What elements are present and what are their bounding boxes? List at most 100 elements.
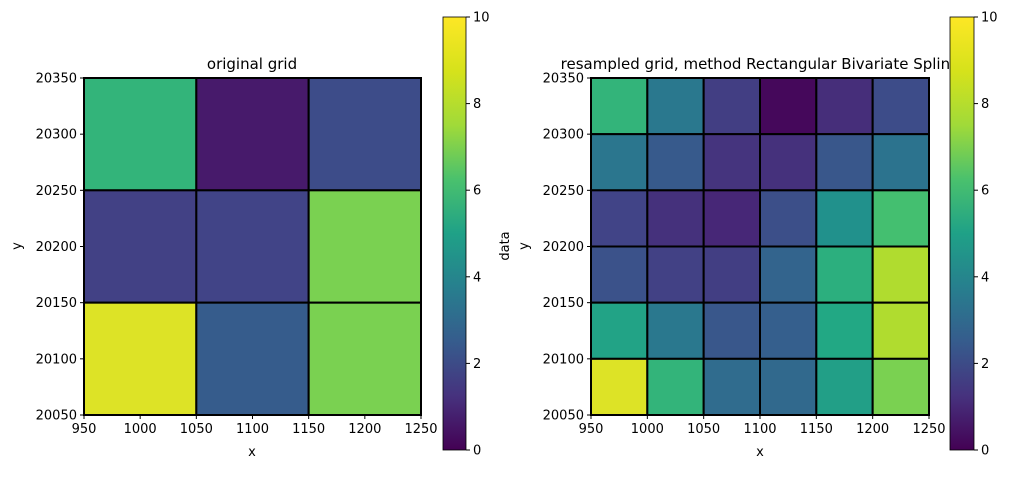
y-tick-label: 20100 bbox=[36, 352, 77, 367]
colorbar-ticks: 0 2 4 6 8 10 bbox=[466, 11, 490, 459]
x-tick-label: 1150 bbox=[292, 422, 325, 437]
colorbar-tick-label: 6 bbox=[473, 184, 481, 199]
heatmap-cell bbox=[871, 189, 931, 248]
colorbar-tick-label: 10 bbox=[473, 11, 490, 26]
heatmap-cell bbox=[815, 189, 874, 248]
y-tick-label: 20150 bbox=[36, 296, 77, 311]
colorbar-original: 0 2 4 6 8 10 data bbox=[442, 11, 513, 459]
heatmap-cell bbox=[590, 357, 649, 417]
heatmap-original: original grid 950 1000 1050 1100 1150 1200 125… bbox=[10, 55, 438, 460]
x-tick-label: 1050 bbox=[180, 422, 213, 437]
heatmap-cell bbox=[759, 301, 818, 360]
y-tick-label: 20200 bbox=[36, 240, 77, 255]
heatmap-cell bbox=[195, 77, 310, 192]
heatmap-cell bbox=[871, 245, 931, 304]
heatmap-cell bbox=[871, 301, 931, 360]
heatmap-cell bbox=[590, 133, 649, 192]
x-tick-label: 1050 bbox=[687, 422, 720, 437]
x-tick-label: 1150 bbox=[800, 422, 833, 437]
x-axis-label: x bbox=[248, 445, 256, 460]
x-tick-label: 950 bbox=[579, 422, 604, 437]
heatmap-cell bbox=[871, 357, 931, 417]
heatmap-cell bbox=[759, 189, 818, 248]
heatmap-cell bbox=[590, 301, 649, 360]
heatmap-cells bbox=[590, 77, 931, 417]
heatmap-cell bbox=[759, 77, 818, 136]
heatmap-cell bbox=[307, 301, 422, 416]
heatmap-cells bbox=[83, 77, 422, 416]
y-axis-ticks: 20050 20100 20150 20200 20250 20300 20350 bbox=[543, 72, 591, 424]
x-tick-label: 1000 bbox=[631, 422, 664, 437]
x-tick-label: 950 bbox=[72, 422, 97, 437]
y-tick-label: 20050 bbox=[543, 409, 584, 424]
x-tick-label: 1200 bbox=[856, 422, 889, 437]
heatmap-cell bbox=[815, 133, 874, 192]
y-tick-label: 20300 bbox=[543, 128, 584, 143]
chart-title: resampled grid, method Rectangular Bivar… bbox=[561, 55, 960, 73]
heatmap-cell bbox=[646, 245, 705, 304]
heatmap-cell bbox=[702, 357, 762, 417]
heatmap-cell bbox=[702, 301, 762, 360]
heatmap-cell bbox=[590, 77, 649, 136]
heatmap-cell bbox=[815, 77, 874, 136]
heatmap-cell bbox=[871, 77, 931, 136]
heatmap-cell bbox=[702, 77, 762, 136]
x-axis-label: x bbox=[756, 445, 764, 460]
heatmap-cell bbox=[815, 245, 874, 304]
heatmap-cell bbox=[83, 189, 198, 304]
x-tick-label: 1000 bbox=[124, 422, 157, 437]
heatmap-cell bbox=[815, 301, 874, 360]
colorbar-tick-label: 10 bbox=[981, 11, 998, 26]
colorbar-tick-label: 0 bbox=[473, 444, 481, 459]
colorbar-tick-label: 0 bbox=[981, 444, 989, 459]
y-axis-ticks: 20050 20100 20150 20200 20250 20300 20350 bbox=[36, 72, 84, 424]
heatmap-cell bbox=[759, 357, 818, 417]
heatmap-cell bbox=[759, 245, 818, 304]
heatmap-cell bbox=[646, 189, 705, 248]
colorbar-tick-label: 8 bbox=[473, 97, 481, 112]
x-tick-label: 1100 bbox=[743, 422, 776, 437]
heatmap-cell bbox=[307, 189, 422, 304]
heatmap-cell bbox=[590, 189, 649, 248]
colorbar-label: data bbox=[498, 231, 513, 260]
heatmap-cell bbox=[195, 189, 310, 304]
colorbar-tick-label: 2 bbox=[473, 357, 481, 372]
heatmap-cell bbox=[83, 301, 198, 416]
y-tick-label: 20250 bbox=[543, 184, 584, 199]
heatmap-cell bbox=[646, 301, 705, 360]
heatmap-cell bbox=[646, 133, 705, 192]
y-tick-label: 20250 bbox=[36, 184, 77, 199]
heatmap-cell bbox=[307, 77, 422, 192]
heatmap-cell bbox=[871, 133, 931, 192]
x-axis-ticks: 950 1000 1050 1100 1150 1200 1250 bbox=[579, 415, 946, 437]
colorbar-resampled: 0 2 4 6 8 10 bbox=[949, 11, 998, 459]
chart-title: original grid bbox=[207, 55, 297, 73]
y-tick-label: 20350 bbox=[36, 72, 77, 87]
y-tick-label: 20150 bbox=[543, 296, 584, 311]
heatmap-cell bbox=[702, 245, 762, 304]
colorbar-tick-label: 8 bbox=[981, 97, 989, 112]
heatmap-cell bbox=[646, 77, 705, 136]
heatmap-cell bbox=[702, 189, 762, 248]
heatmap-resampled: resampled grid, method Rectangular Bivar… bbox=[517, 55, 959, 460]
y-tick-label: 20350 bbox=[543, 72, 584, 87]
heatmap-cell bbox=[195, 301, 310, 416]
y-axis-label: y bbox=[517, 242, 532, 250]
y-tick-label: 20050 bbox=[36, 409, 77, 424]
heatmap-cell bbox=[83, 77, 198, 192]
colorbar-ticks: 0 2 4 6 8 10 bbox=[974, 11, 998, 459]
colorbar-gradient bbox=[442, 16, 467, 451]
x-axis-ticks: 950 1000 1050 1100 1150 1200 1250 bbox=[72, 415, 438, 437]
colorbar-gradient bbox=[949, 16, 975, 451]
heatmap-cell bbox=[646, 357, 705, 417]
heatmap-cell bbox=[759, 133, 818, 192]
x-tick-label: 1200 bbox=[348, 422, 381, 437]
colorbar-tick-label: 2 bbox=[981, 357, 989, 372]
x-tick-label: 1250 bbox=[912, 422, 945, 437]
heatmap-cell bbox=[815, 357, 874, 417]
colorbar-tick-label: 6 bbox=[981, 184, 989, 199]
heatmap-cell bbox=[702, 133, 762, 192]
x-tick-label: 1100 bbox=[236, 422, 269, 437]
heatmap-cell bbox=[590, 245, 649, 304]
